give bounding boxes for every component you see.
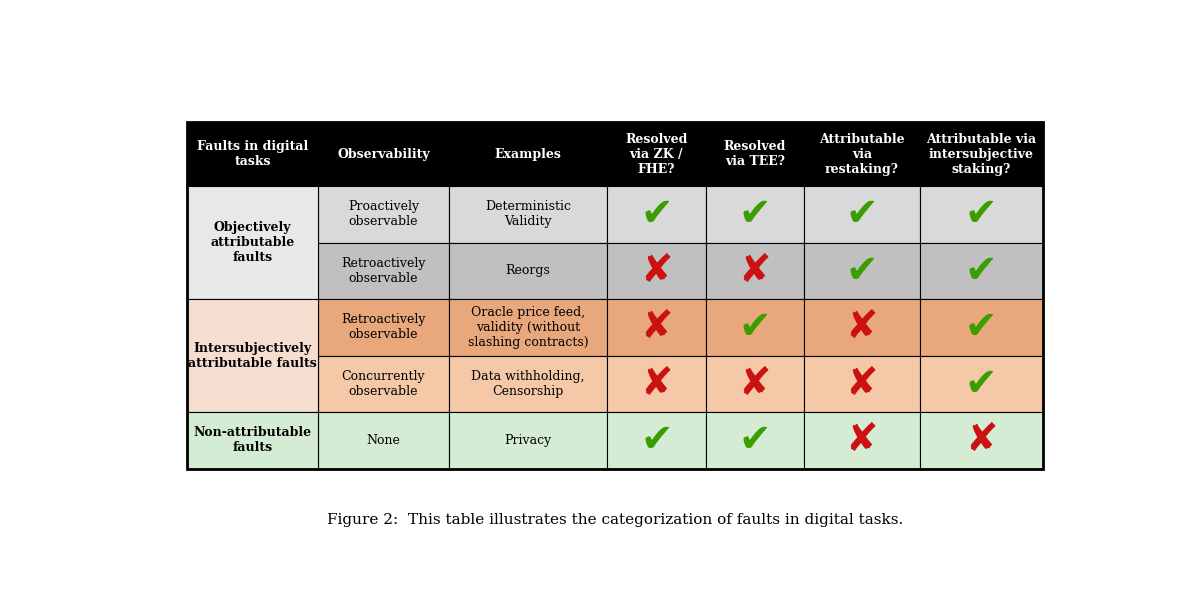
Text: ✘: ✘ — [738, 252, 772, 290]
Bar — [706, 122, 804, 186]
Text: Observability: Observability — [337, 148, 430, 161]
Text: ✘: ✘ — [846, 365, 878, 403]
Text: ✔: ✔ — [738, 308, 772, 347]
Text: ✔: ✔ — [738, 195, 772, 233]
Text: ✔: ✔ — [846, 252, 878, 290]
Bar — [449, 412, 607, 469]
Text: ✘: ✘ — [640, 365, 673, 403]
Text: ✔: ✔ — [965, 365, 997, 403]
Bar — [706, 186, 804, 243]
Bar — [919, 186, 1043, 243]
Text: ✘: ✘ — [846, 421, 878, 459]
Text: Deterministic
Validity: Deterministic Validity — [485, 201, 571, 229]
Text: Objectively
attributable
faults: Objectively attributable faults — [210, 221, 295, 264]
Text: ✔: ✔ — [965, 252, 997, 290]
Text: Data withholding,
Censorship: Data withholding, Censorship — [472, 370, 584, 398]
Bar — [187, 299, 318, 412]
Bar — [449, 299, 607, 356]
Bar — [607, 412, 706, 469]
Text: Concurrently
observable: Concurrently observable — [342, 370, 425, 398]
Text: Faults in digital
tasks: Faults in digital tasks — [197, 140, 308, 168]
Bar — [804, 243, 919, 299]
Bar — [804, 122, 919, 186]
Text: ✘: ✘ — [640, 308, 673, 347]
Text: Examples: Examples — [494, 148, 562, 161]
Text: Resolved
via ZK /
FHE?: Resolved via ZK / FHE? — [625, 133, 688, 176]
Text: ✔: ✔ — [738, 421, 772, 459]
Text: Intersubjectively
attributable faults: Intersubjectively attributable faults — [188, 342, 317, 370]
Text: ✔: ✔ — [965, 195, 997, 233]
Text: Attributable
via
restaking?: Attributable via restaking? — [820, 133, 905, 176]
Bar — [804, 356, 919, 412]
Text: ✘: ✘ — [846, 308, 878, 347]
Bar — [706, 356, 804, 412]
Bar — [607, 356, 706, 412]
Bar — [607, 122, 706, 186]
Text: Retroactively
observable: Retroactively observable — [341, 257, 426, 285]
Bar — [607, 186, 706, 243]
Bar — [449, 186, 607, 243]
Bar — [804, 186, 919, 243]
Bar — [187, 412, 318, 469]
Bar — [187, 122, 1043, 469]
Bar — [318, 186, 449, 243]
Bar — [706, 243, 804, 299]
Text: ✔: ✔ — [640, 421, 673, 459]
Bar — [706, 412, 804, 469]
Text: Attributable via
intersubjective
staking?: Attributable via intersubjective staking… — [926, 133, 1037, 176]
Bar — [919, 122, 1043, 186]
Text: Reorgs: Reorgs — [505, 264, 551, 277]
Text: Oracle price feed,
validity (without
slashing contracts): Oracle price feed, validity (without sla… — [468, 306, 588, 349]
Text: Non-attributable
faults: Non-attributable faults — [193, 426, 312, 454]
Text: Retroactively
observable: Retroactively observable — [341, 313, 426, 341]
Text: Proactively
observable: Proactively observable — [348, 201, 419, 229]
Text: ✔: ✔ — [846, 195, 878, 233]
Text: ✘: ✘ — [738, 365, 772, 403]
Bar — [449, 243, 607, 299]
Bar — [187, 186, 318, 299]
Bar — [607, 243, 706, 299]
Text: Figure 2:  This table illustrates the categorization of faults in digital tasks.: Figure 2: This table illustrates the cat… — [326, 513, 904, 527]
Bar — [318, 122, 449, 186]
Bar — [187, 122, 318, 186]
Bar — [318, 412, 449, 469]
Text: Resolved
via TEE?: Resolved via TEE? — [724, 140, 786, 168]
Bar — [919, 412, 1043, 469]
Bar — [318, 356, 449, 412]
Text: Privacy: Privacy — [504, 434, 552, 447]
Bar — [804, 412, 919, 469]
Text: None: None — [367, 434, 401, 447]
Text: ✔: ✔ — [640, 195, 673, 233]
Text: ✘: ✘ — [640, 252, 673, 290]
Bar — [318, 299, 449, 356]
Text: ✔: ✔ — [965, 308, 997, 347]
Bar — [919, 243, 1043, 299]
Bar — [706, 299, 804, 356]
Bar — [607, 299, 706, 356]
Bar — [804, 299, 919, 356]
Bar — [318, 243, 449, 299]
Text: ✘: ✘ — [965, 421, 997, 459]
Bar — [919, 356, 1043, 412]
Bar — [449, 122, 607, 186]
Bar — [919, 299, 1043, 356]
Bar — [449, 356, 607, 412]
